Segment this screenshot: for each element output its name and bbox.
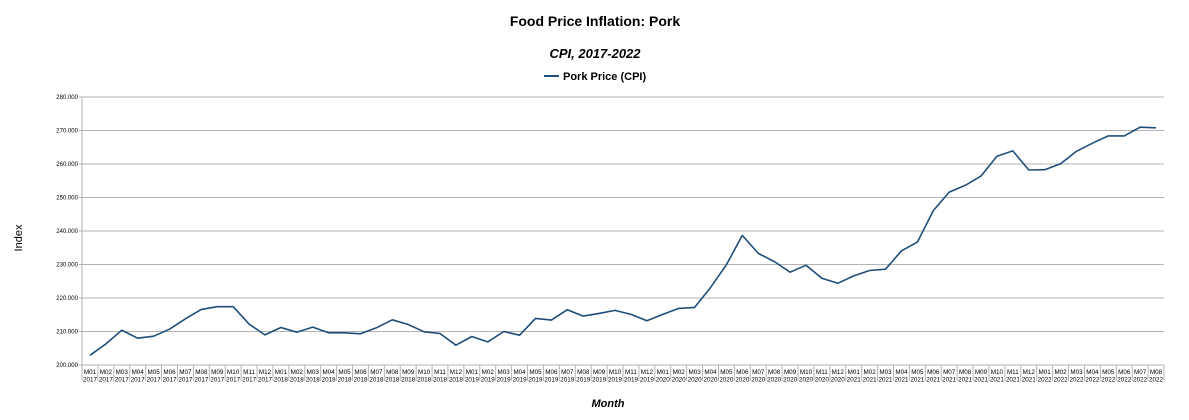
chart-title: Food Price Inflation: Pork: [510, 13, 681, 29]
x-tick-label: M08 2021: [958, 369, 973, 384]
y-tick-label: 220.000: [56, 296, 78, 302]
x-tick-label: M03 2019: [497, 369, 512, 384]
x-tick-label: M02 2017: [99, 369, 114, 384]
x-tick-label: M01 2021: [847, 369, 862, 384]
x-tick-label: M07 2018: [369, 369, 384, 384]
x-tick-label: M09 2019: [592, 369, 607, 384]
series-line-pork-price: [89, 126, 1157, 356]
x-tick-label: M03 2018: [306, 369, 321, 384]
x-tick-label: M04 2021: [894, 369, 909, 384]
x-tick-label: M08 2022: [1149, 369, 1164, 384]
x-tick-label: M12 2020: [831, 369, 846, 384]
x-tick-label: M11 2017: [242, 369, 257, 384]
y-tick-label: 230.000: [56, 263, 78, 269]
y-tick-label: 250.000: [56, 196, 78, 202]
x-tick-label: M08 2020: [767, 369, 782, 384]
x-tick-label: M09 2017: [210, 369, 225, 384]
x-tick-label: M06 2020: [735, 369, 750, 384]
x-tick-label: M08 2018: [385, 369, 400, 384]
x-tick-label: M05 2021: [910, 369, 925, 384]
y-tick-label: 200.000: [56, 363, 78, 369]
x-tick-label: M12 2018: [449, 369, 464, 384]
x-axis-label: Month: [592, 398, 625, 410]
x-tick-label: M02 2018: [290, 369, 305, 384]
x-tick-label: M08 2017: [194, 369, 209, 384]
x-tick-label: M03 2017: [115, 369, 130, 384]
x-tick-label: M05 2017: [147, 369, 162, 384]
y-tick-label: 210.000: [56, 330, 78, 336]
y-tick-label: 240.000: [56, 229, 78, 235]
x-tick-label: M04 2017: [131, 369, 146, 384]
x-tick-label: M01 2020: [656, 369, 671, 384]
x-tick-label: M04 2020: [704, 369, 719, 384]
x-tick-label: M12 2021: [1022, 369, 1037, 384]
x-tick-label: M10 2021: [990, 369, 1005, 384]
x-tick-label: M11 2020: [815, 369, 830, 384]
x-tick-label: M09 2020: [783, 369, 798, 384]
gridlines: [79, 96, 1165, 381]
legend: Pork Price (CPI): [544, 71, 646, 83]
x-tick-label: M06 2019: [544, 369, 559, 384]
x-tick-label: M06 2017: [163, 369, 178, 384]
x-tick-label: M04 2022: [1085, 369, 1100, 384]
x-tick-label: M07 2022: [1133, 369, 1148, 384]
x-tick-label: M07 2020: [751, 369, 766, 384]
x-tick-label: M03 2021: [879, 369, 894, 384]
legend-label: Pork Price (CPI): [563, 71, 646, 83]
x-tick-label: M06 2021: [926, 369, 941, 384]
x-tick-label: M03 2020: [688, 369, 703, 384]
x-tick-label: M01 2022: [1038, 369, 1053, 384]
x-tick-label: M04 2019: [513, 369, 528, 384]
y-tick-label: 270.000: [56, 129, 78, 135]
x-tick-label: M01 2019: [465, 369, 480, 384]
chart-subtitle: CPI, 2017-2022: [549, 46, 641, 61]
x-tick-label: M09 2021: [974, 369, 989, 384]
x-tick-label: M10 2017: [226, 369, 241, 384]
x-tick-label: M11 2019: [624, 369, 639, 384]
x-tick-label: M02 2020: [672, 369, 687, 384]
x-tick-label: M02 2022: [1054, 369, 1069, 384]
x-tick-label: M04 2018: [322, 369, 337, 384]
x-tick-label: M05 2020: [719, 369, 734, 384]
x-tick-label: M11 2018: [433, 369, 448, 384]
y-tick-label: 260.000: [56, 162, 78, 168]
x-tick-label: M05 2019: [528, 369, 543, 384]
x-tick-label: M03 2022: [1069, 369, 1084, 384]
series-layer: [89, 126, 1157, 356]
x-tick-label: M09 2018: [401, 369, 416, 384]
x-tick-label: M10 2019: [608, 369, 623, 384]
x-tick-label: M06 2022: [1117, 369, 1132, 384]
x-tick-label: M12 2019: [640, 369, 655, 384]
y-axis-label: Index: [13, 224, 25, 251]
x-tick-label: M02 2021: [863, 369, 878, 384]
x-tick-label: M06 2018: [353, 369, 368, 384]
x-tick-label: M08 2019: [576, 369, 591, 384]
y-tick-label: 280.000: [56, 95, 78, 101]
x-tick-label: M11 2021: [1006, 369, 1021, 384]
x-tick-label: M07 2017: [178, 369, 193, 384]
x-tick-label: M01 2017: [83, 369, 98, 384]
x-tick-label: M05 2018: [338, 369, 353, 384]
x-tick-label: M07 2021: [942, 369, 957, 384]
x-tick-label: M02 2019: [481, 369, 496, 384]
x-tick-label: M12 2017: [258, 369, 273, 384]
y-tick-labels: 200.000 210.000 220.000 230.000 240.000 250.0…: [56, 95, 78, 369]
x-tick-label: M10 2018: [417, 369, 432, 384]
x-tick-label: M10 2020: [799, 369, 814, 384]
x-tick-label: M05 2022: [1101, 369, 1116, 384]
x-tick-label: M01 2018: [274, 369, 289, 384]
x-tick-label: M07 2019: [560, 369, 575, 384]
